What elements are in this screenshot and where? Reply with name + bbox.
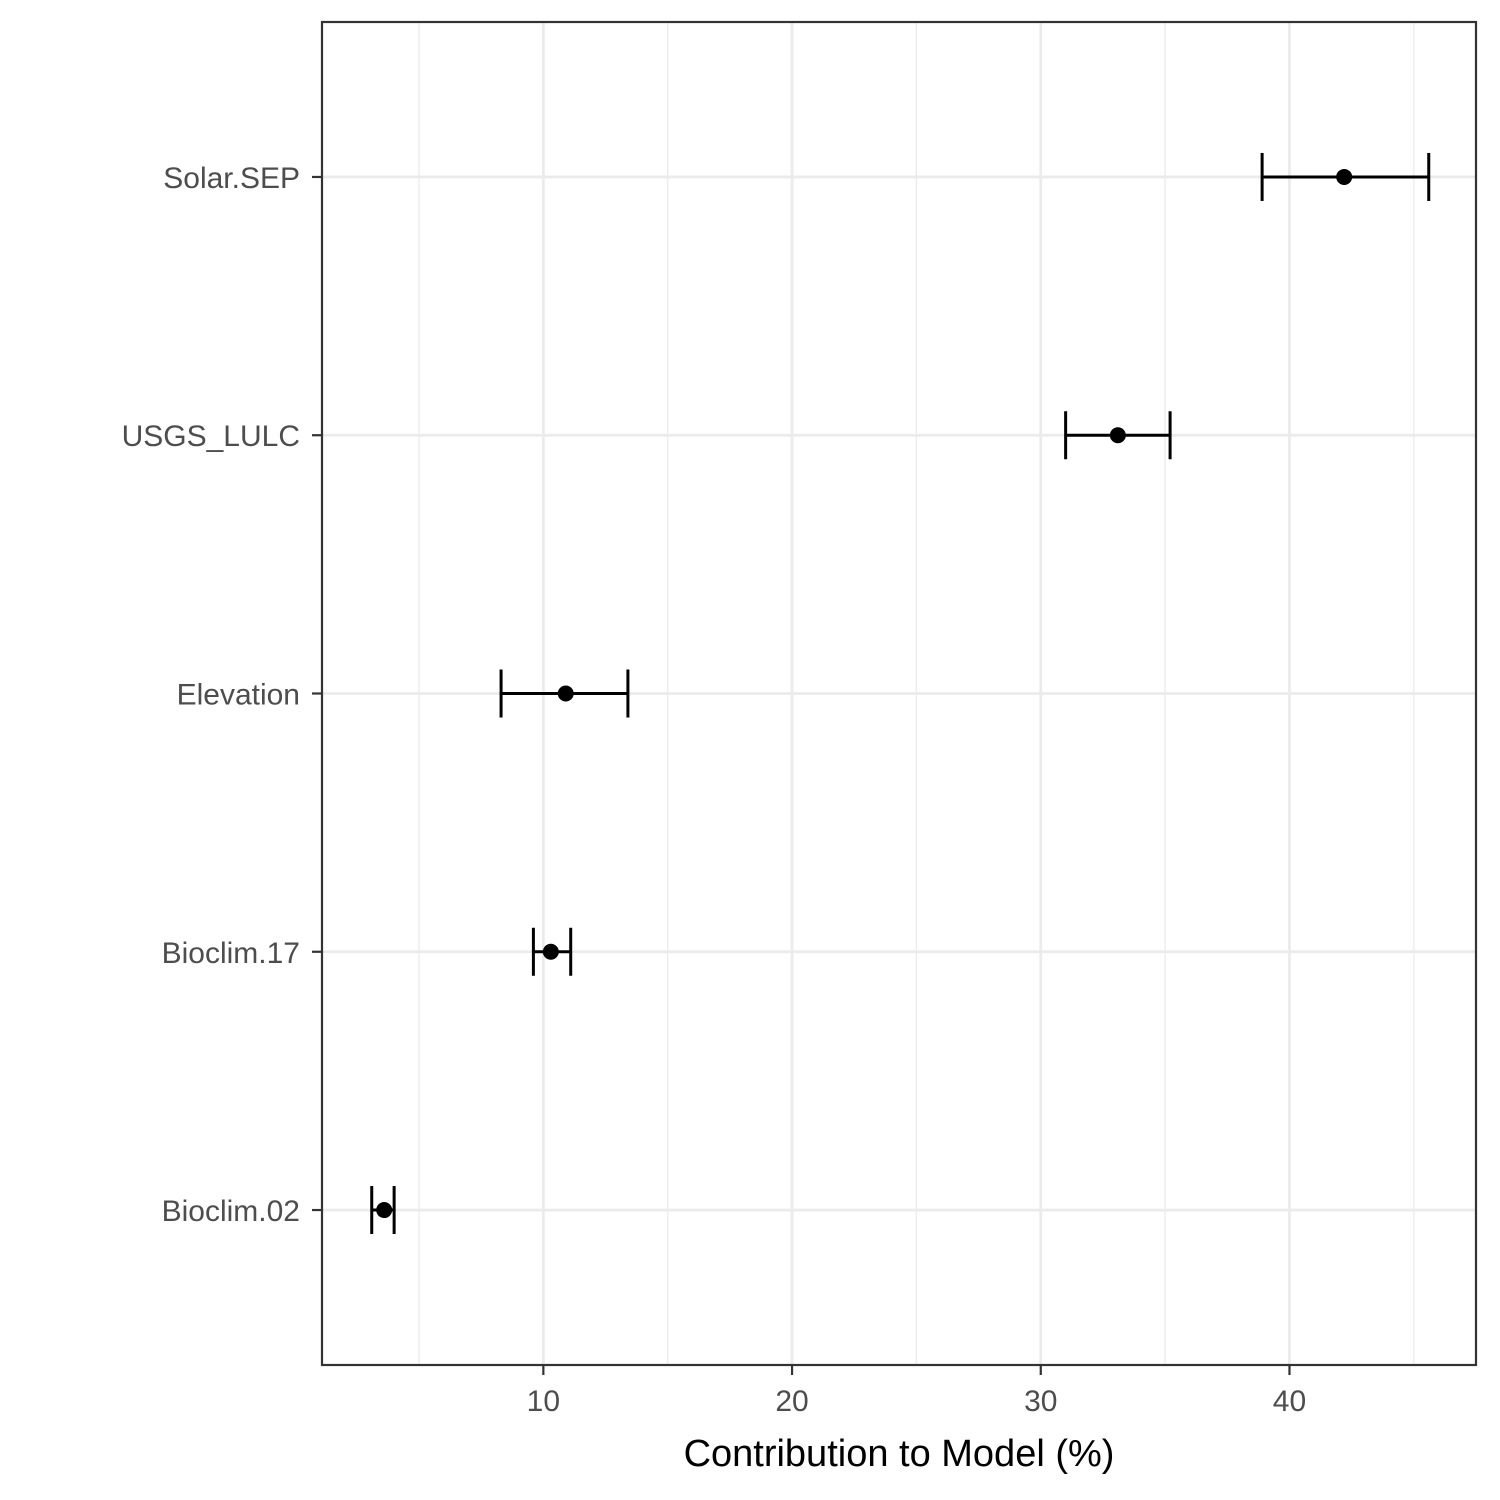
data-marks <box>370 152 1431 1235</box>
x-tick-label: 10 <box>527 1385 560 1418</box>
y-tick-label: Bioclim.17 <box>162 937 300 970</box>
y-tick-label: Elevation <box>177 679 300 712</box>
x-tick-label: 30 <box>1024 1385 1057 1418</box>
x-tick-label: 40 <box>1273 1385 1306 1418</box>
y-tick-label: Bioclim.02 <box>162 1195 300 1228</box>
x-axis-title: Contribution to Model (%) <box>684 1433 1115 1475</box>
x-tick-label: 20 <box>775 1385 808 1418</box>
data-point <box>557 685 574 702</box>
y-tick-label: USGS_LULC <box>122 420 300 453</box>
data-point <box>1336 168 1353 185</box>
data-point <box>1109 427 1126 444</box>
y-tick-label: Solar.SEP <box>163 162 300 195</box>
data-point <box>542 943 559 960</box>
data-point <box>376 1202 393 1219</box>
axes: 10 20 30 40 Solar.SEP USGS_LULC Elevation Biocl… <box>122 162 1307 1418</box>
